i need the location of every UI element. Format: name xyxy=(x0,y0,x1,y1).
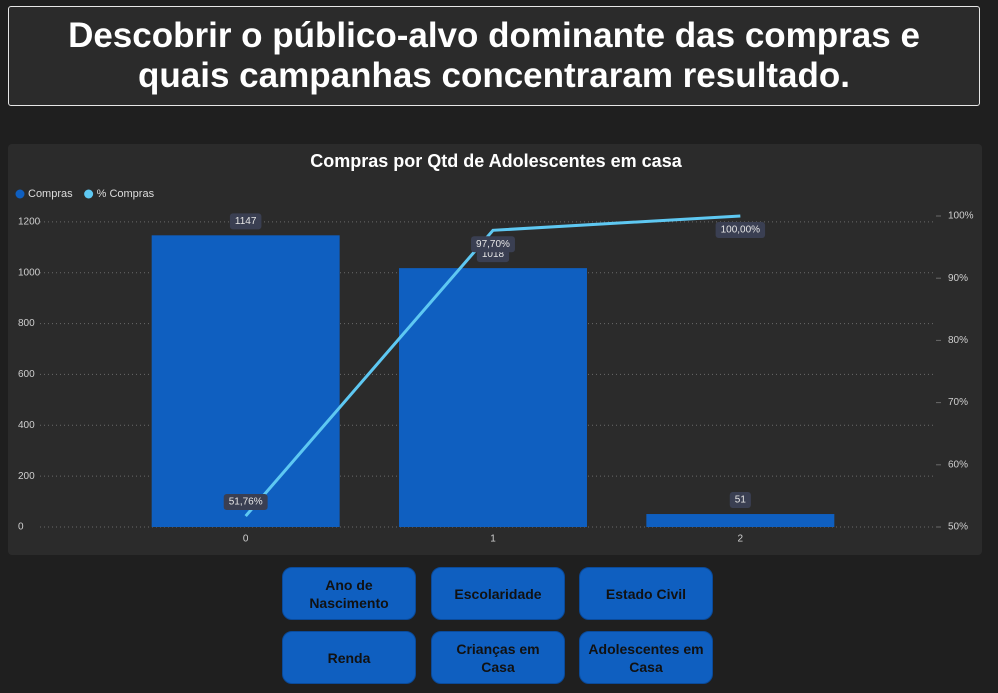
chart-title: Compras por Qtd de Adolescentes em casa xyxy=(310,151,682,171)
filter-button[interactable]: Estado Civil xyxy=(579,567,713,620)
line-value-label-bg xyxy=(223,494,268,511)
bar-value-label-bg xyxy=(229,213,262,230)
legend-marker xyxy=(84,189,94,199)
y2-tick-label: 100% xyxy=(948,211,974,222)
y-tick-label: 1200 xyxy=(18,216,41,227)
bar xyxy=(646,514,835,527)
line-value-label-bg xyxy=(471,236,515,253)
bar-value-label: 51 xyxy=(735,495,747,506)
line-value-label-bg xyxy=(715,222,766,238)
header-title: Descobrir o público-alvo dominante das c… xyxy=(8,6,980,106)
line-value-label: 97,70% xyxy=(476,239,510,250)
filter-button[interactable]: Adolescentes em Casa xyxy=(579,631,713,684)
y-tick-label: 200 xyxy=(18,471,35,482)
y-tick-label: 600 xyxy=(18,369,35,380)
bar xyxy=(151,235,340,528)
x-tick-label: 1 xyxy=(490,534,496,545)
x-tick-label: 0 xyxy=(243,534,249,545)
y-tick-label: 0 xyxy=(18,522,24,533)
x-tick-label: 2 xyxy=(738,534,744,545)
y2-tick-label: 50% xyxy=(948,522,968,533)
line-value-label: 51,76% xyxy=(229,497,263,508)
y-tick-label: 1000 xyxy=(18,267,41,278)
filter-button[interactable]: Escolaridade xyxy=(431,567,565,620)
bar-value-label: 1147 xyxy=(235,216,257,227)
legend-label: % Compras xyxy=(97,188,155,200)
filter-button[interactable]: Renda xyxy=(282,631,416,684)
bar xyxy=(399,268,587,527)
legend-marker xyxy=(15,189,25,199)
line xyxy=(244,214,741,518)
bar-value-label-bg xyxy=(729,492,751,509)
legend-label: Compras xyxy=(28,188,73,200)
y2-tick-label: 90% xyxy=(948,273,968,284)
line-value-label: 100,00% xyxy=(721,225,761,236)
y-tick-label: 800 xyxy=(18,318,35,329)
y2-tick-label: 60% xyxy=(948,459,968,470)
y2-tick-label: 70% xyxy=(948,397,968,408)
filter-button[interactable]: Crianças em Casa xyxy=(431,631,565,684)
chart: Compras por Qtd de Adolescentes em casa … xyxy=(15,151,974,545)
filter-button[interactable]: Ano de Nascimento xyxy=(282,567,416,620)
y2-tick-label: 80% xyxy=(948,335,968,346)
y-tick-label: 400 xyxy=(18,420,35,431)
bar-value-label: 1018 xyxy=(482,249,505,260)
